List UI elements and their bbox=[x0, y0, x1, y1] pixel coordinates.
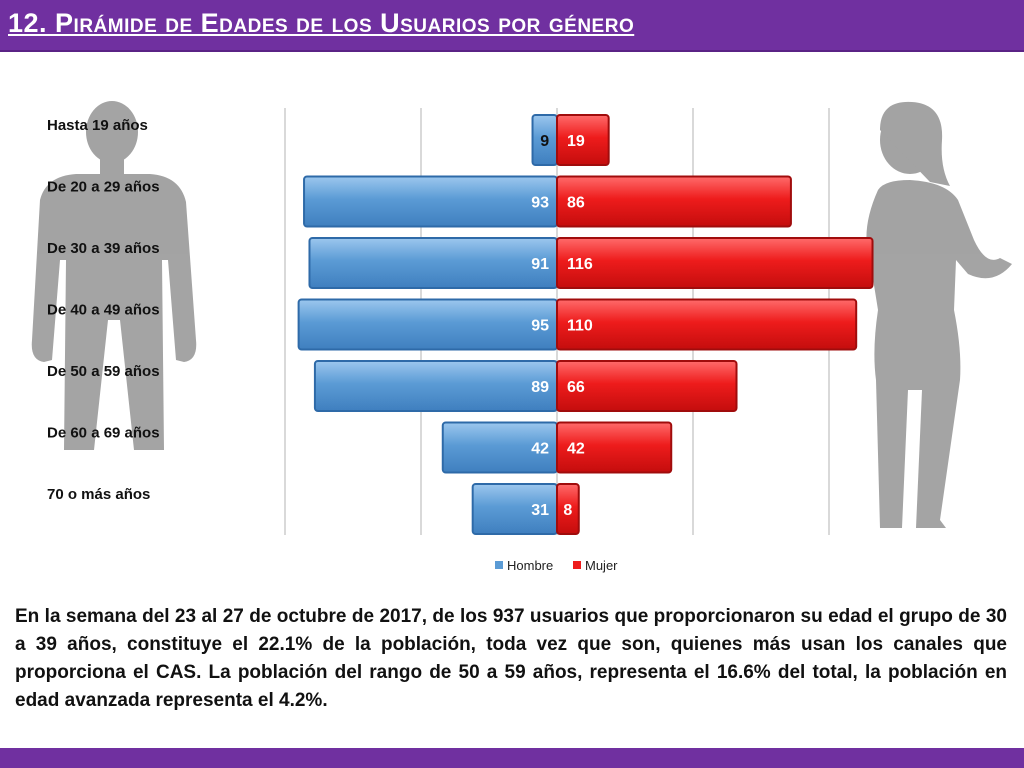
data-label-hombre: 89 bbox=[531, 379, 549, 396]
bar-mujer[interactable] bbox=[556, 421, 673, 474]
bar-hombre[interactable] bbox=[313, 360, 559, 412]
data-label-mujer: 110 bbox=[567, 318, 593, 335]
footer-bar bbox=[0, 748, 1024, 768]
data-label-hombre: 95 bbox=[531, 318, 549, 335]
data-label-mujer: 42 bbox=[567, 441, 585, 458]
bar-mujer[interactable] bbox=[556, 360, 738, 412]
category-label: De 30 a 39 años bbox=[47, 240, 160, 257]
data-label-hombre: 93 bbox=[531, 195, 549, 212]
bar-mujer[interactable] bbox=[556, 483, 580, 535]
category-label: De 50 a 59 años bbox=[47, 363, 160, 380]
female-silhouette-icon bbox=[866, 101, 1012, 528]
data-label-mujer: 66 bbox=[567, 379, 585, 396]
chart-description: En la semana del 23 al 27 de octubre de … bbox=[15, 606, 1007, 711]
chart-legend: Hombre Mujer bbox=[495, 558, 618, 573]
data-label-mujer: 116 bbox=[567, 256, 593, 273]
category-label: 70 o más años bbox=[47, 486, 150, 503]
data-label-hombre: 91 bbox=[531, 256, 549, 273]
data-label-hombre: 31 bbox=[531, 502, 549, 519]
legend-swatch-mujer bbox=[573, 561, 581, 569]
data-label-hombre: 9 bbox=[540, 133, 549, 150]
bar-mujer[interactable] bbox=[556, 298, 858, 351]
data-label-mujer: 19 bbox=[567, 133, 585, 150]
chart-area: Hasta 19 años 9 19 De 20 a 29 años 93 86 De 30… bbox=[0, 90, 1024, 590]
category-label: De 20 a 29 años bbox=[47, 179, 160, 196]
legend-label-hombre: Hombre bbox=[507, 558, 553, 573]
legend-label-mujer: Mujer bbox=[585, 558, 618, 573]
bar-hombre[interactable] bbox=[308, 237, 559, 289]
bar-mujer[interactable] bbox=[556, 237, 874, 289]
category-label: De 60 a 69 años bbox=[47, 425, 160, 442]
data-label-mujer: 8 bbox=[563, 502, 572, 519]
legend-swatch-hombre bbox=[495, 561, 503, 569]
data-label-hombre: 42 bbox=[531, 441, 549, 458]
bar-mujer[interactable] bbox=[556, 175, 792, 228]
bar-hombre[interactable] bbox=[303, 175, 559, 228]
data-label-mujer: 86 bbox=[567, 195, 585, 212]
bar-hombre[interactable] bbox=[297, 298, 558, 351]
category-label: De 40 a 49 años bbox=[47, 302, 160, 319]
page-title: 12. Pirámide de Edades de los Usuarios p… bbox=[8, 8, 635, 38]
male-silhouette-icon bbox=[31, 101, 197, 450]
category-label: Hasta 19 años bbox=[47, 117, 148, 134]
bar-mujer[interactable] bbox=[556, 114, 610, 166]
title-bar: 12. Pirámide de Edades de los Usuarios p… bbox=[0, 0, 1024, 52]
